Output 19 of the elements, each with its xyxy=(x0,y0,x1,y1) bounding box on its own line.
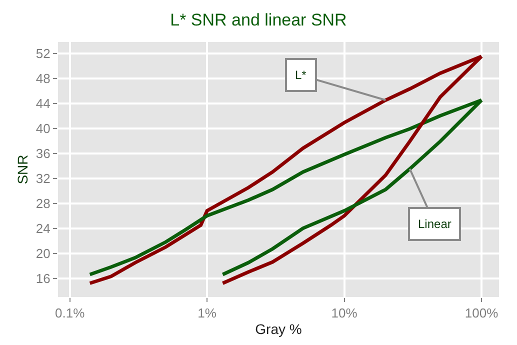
y-tick-label: 48 xyxy=(36,70,50,86)
chart-title: L* SNR and linear SNR xyxy=(170,10,347,30)
x-tick-label: 10% xyxy=(331,306,358,321)
y-tick-label: 16 xyxy=(36,270,50,286)
y-tick-label: 24 xyxy=(36,220,50,236)
x-axis-title: Gray % xyxy=(255,320,302,337)
y-tick-label: 28 xyxy=(36,196,50,211)
y-tick-label: 20 xyxy=(36,246,50,261)
y-tick-label: 32 xyxy=(36,170,50,186)
x-tick-label: 0.1% xyxy=(55,306,86,321)
y-tick-label: 52 xyxy=(36,46,50,61)
x-tick-label: 100% xyxy=(464,306,499,321)
y-tick-label: 44 xyxy=(36,96,50,111)
x-tick-label: 1% xyxy=(198,306,217,321)
y-tick-label: 40 xyxy=(36,120,50,136)
y-tick-label: 36 xyxy=(36,146,50,161)
annotation: Linear xyxy=(418,217,452,231)
annotation: L* xyxy=(295,68,307,82)
y-axis-title: SNR xyxy=(14,154,31,184)
